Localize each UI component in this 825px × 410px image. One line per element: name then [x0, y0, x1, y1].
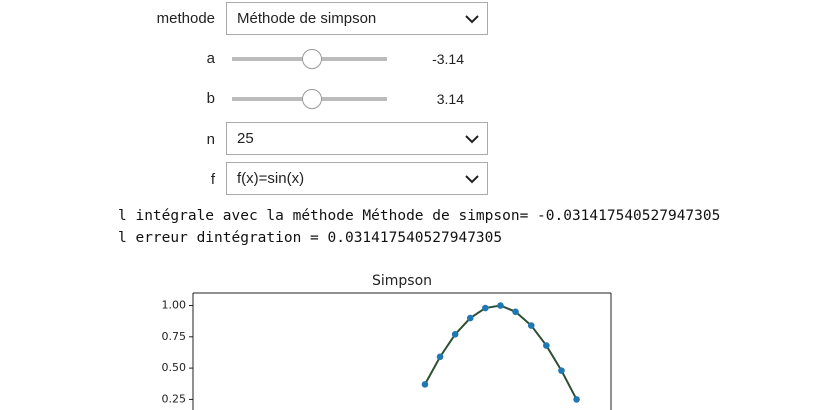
slider-value: -3.14: [432, 51, 464, 67]
marker: [512, 308, 519, 316]
marker: [497, 302, 504, 309]
slider-value: 3.14: [436, 91, 464, 107]
marker: [466, 314, 474, 322]
widget-label: b: [206, 90, 215, 107]
dropdown[interactable]: 25: [226, 122, 488, 155]
output-line: l intégrale avec la méthode Méthode de s…: [118, 208, 721, 224]
marker: [527, 322, 535, 329]
slider[interactable]: [226, 86, 396, 112]
widget-label: methode: [156, 10, 215, 27]
y-tick-label: 0.50: [162, 361, 187, 374]
dropdown-value: Méthode de simpson: [237, 10, 377, 27]
marker: [436, 353, 444, 361]
marker: [421, 381, 429, 388]
output-line: l erreur dintégration = 0.03141754052794…: [118, 230, 503, 246]
widget-label: n: [206, 131, 215, 148]
widget-label: a: [206, 50, 215, 67]
dropdown-value: 25: [237, 130, 254, 147]
chevron: [465, 135, 479, 144]
chevron: [465, 175, 479, 184]
marker: [543, 342, 550, 349]
widget-label: f: [210, 171, 215, 188]
marker: [558, 367, 565, 374]
y-tick-label: 0.25: [162, 392, 187, 405]
dropdown[interactable]: f(x)=sin(x): [226, 162, 488, 195]
chart-title: Simpson: [372, 273, 432, 289]
y-tick-label: 1.00: [162, 299, 187, 312]
marker: [451, 331, 459, 338]
line: [424, 304, 578, 400]
y-tick-label: 0.75: [162, 330, 187, 343]
marker: [573, 396, 580, 403]
dropdown-value: f(x)=sin(x): [237, 170, 305, 187]
slider[interactable]: [226, 46, 396, 72]
dropdown[interactable]: Méthode de simpson: [226, 2, 488, 35]
chevron: [465, 15, 479, 24]
marker: [482, 304, 489, 312]
